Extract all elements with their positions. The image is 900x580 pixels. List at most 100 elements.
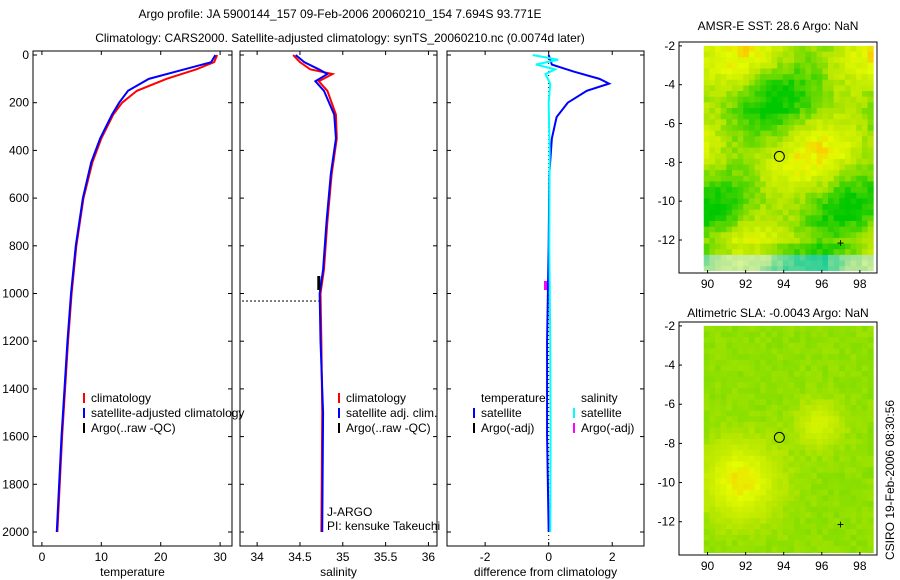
- heatmap-cell: [822, 226, 829, 233]
- heatmap-cell: [811, 404, 818, 412]
- heatmap-cell: [850, 164, 857, 171]
- heatmap-cell: [788, 254, 795, 262]
- heatmap-cell: [743, 96, 750, 103]
- heatmap-cell: [743, 421, 750, 429]
- heatmap-cell: [720, 57, 727, 64]
- heatmap-cell: [782, 91, 789, 98]
- heatmap-cell: [816, 237, 823, 245]
- y-tick-label: 2000: [2, 525, 29, 539]
- heatmap-cell: [850, 113, 857, 120]
- heatmap-cell: [822, 450, 829, 457]
- map-title: AMSR-E SST: 28.6 Argo: NaN: [698, 19, 859, 33]
- heatmap-cell: [805, 551, 812, 554]
- heatmap-cell: [833, 266, 840, 272]
- heatmap-cell: [760, 91, 767, 98]
- y-tick-label: 1600: [2, 430, 29, 444]
- heatmap-cell: [856, 501, 863, 508]
- heatmap-cell: [782, 444, 789, 451]
- heatmap-cell: [794, 74, 801, 81]
- heatmap-cell: [794, 62, 801, 69]
- heatmap-cell: [715, 96, 722, 103]
- heatmap-cell: [771, 170, 778, 177]
- heatmap-cell: [839, 141, 846, 149]
- heatmap-cell: [794, 359, 801, 366]
- heatmap-cell: [844, 506, 852, 513]
- heatmap-cell: [765, 450, 773, 457]
- heatmap-cell: [867, 141, 874, 149]
- heatmap-cell: [709, 74, 716, 81]
- heatmap-cell: [771, 62, 778, 69]
- heatmap-cell: [765, 243, 773, 250]
- heatmap-cell: [850, 96, 857, 103]
- heatmap-cell: [760, 96, 767, 103]
- heatmap-cell: [771, 102, 778, 109]
- heatmap-cell: [794, 534, 801, 542]
- heatmap-cell: [748, 421, 756, 429]
- heatmap-cell: [726, 495, 733, 502]
- heatmap-cell: [726, 181, 733, 188]
- heatmap-cell: [788, 444, 795, 451]
- heatmap-cell: [715, 478, 722, 485]
- heatmap-cell: [856, 472, 863, 479]
- heatmap-cell: [867, 444, 874, 451]
- heatmap-cell: [715, 130, 722, 137]
- heatmap-cell: [822, 192, 829, 199]
- heatmap-cell: [788, 410, 795, 417]
- heatmap-cell: [737, 136, 744, 143]
- heatmap-cell: [799, 226, 806, 233]
- heatmap-cell: [777, 421, 784, 429]
- heatmap-cell: [731, 232, 739, 239]
- heatmap-cell: [754, 204, 761, 211]
- heatmap-cell: [788, 512, 795, 519]
- heatmap-cell: [822, 124, 829, 132]
- heatmap-cell: [748, 399, 756, 406]
- heatmap-cell: [833, 136, 840, 143]
- heatmap-cell: [737, 85, 744, 92]
- heatmap-cell: [748, 147, 756, 154]
- heatmap-cell: [811, 348, 818, 355]
- heatmap-cell: [828, 484, 835, 491]
- heatmap-cell: [816, 376, 823, 383]
- heatmap-cell: [731, 74, 739, 81]
- y-tick-label: -8: [664, 155, 675, 169]
- heatmap-cell: [731, 204, 739, 211]
- argo-location-marker: [773, 431, 785, 443]
- heatmap-cell: [794, 45, 801, 53]
- heatmap-cell: [856, 181, 863, 188]
- heatmap-cell: [726, 404, 733, 412]
- heatmap-cell: [850, 393, 857, 400]
- heatmap-cell: [726, 153, 733, 160]
- heatmap-cell: [799, 164, 806, 171]
- heatmap-cell: [861, 45, 869, 53]
- heatmap-cell: [748, 226, 756, 233]
- heatmap-cell: [782, 489, 789, 496]
- heatmap-cell: [771, 249, 778, 256]
- heatmap-cell: [850, 388, 857, 395]
- heatmap-cell: [771, 438, 778, 446]
- heatmap-cell: [771, 461, 778, 468]
- heatmap-cell: [782, 433, 789, 440]
- heatmap-cell: [760, 342, 767, 350]
- heatmap-cell: [782, 175, 789, 182]
- y-tick-label: -12: [658, 515, 676, 529]
- heatmap-cell: [731, 421, 739, 429]
- series-line: [56, 54, 219, 533]
- heatmap-cell: [720, 495, 727, 502]
- heatmap-cell: [782, 512, 789, 519]
- heatmap-cell: [816, 472, 823, 479]
- heatmap-cell: [748, 170, 756, 177]
- heatmap-cell: [839, 108, 846, 115]
- heatmap-cell: [816, 371, 823, 378]
- heatmap-cell: [760, 354, 767, 361]
- heatmap-cell: [839, 517, 846, 525]
- heatmap-cell: [743, 175, 750, 182]
- heatmap-cell: [856, 232, 863, 239]
- heatmap-cell: [760, 113, 767, 120]
- heatmap-cell: [799, 359, 806, 366]
- heatmap-cell: [811, 331, 818, 338]
- heatmap-cell: [867, 371, 874, 378]
- heatmap-cell: [788, 74, 795, 81]
- heatmap-cell: [828, 215, 835, 222]
- heatmap-cell: [794, 371, 801, 378]
- heatmap-cell: [720, 506, 727, 513]
